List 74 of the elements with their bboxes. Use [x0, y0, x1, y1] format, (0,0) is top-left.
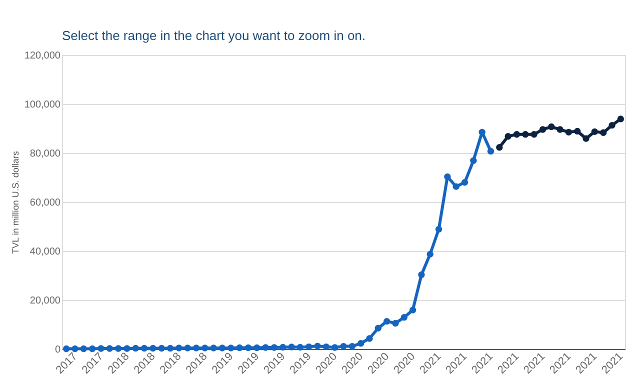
point	[556, 126, 564, 133]
point	[150, 344, 156, 352]
point	[228, 344, 234, 352]
point	[236, 344, 243, 352]
point	[522, 131, 529, 138]
point	[478, 128, 486, 136]
point	[409, 306, 416, 314]
y-tick-label: 60,000	[30, 198, 61, 208]
point	[62, 345, 70, 352]
point	[374, 324, 382, 332]
y-axis-title: TVL in million U.S. dollars	[10, 150, 20, 254]
point	[548, 123, 555, 130]
point	[366, 335, 373, 342]
point	[176, 344, 182, 352]
point	[452, 183, 460, 190]
point	[392, 320, 399, 327]
point	[184, 344, 191, 352]
point	[435, 226, 442, 233]
point	[400, 314, 408, 321]
point	[254, 344, 260, 352]
point	[166, 344, 174, 352]
point	[306, 343, 312, 350]
text: Select the range in the chart you want to zoom in on.	[62, 28, 366, 43]
point	[513, 131, 520, 138]
point	[88, 345, 96, 352]
point	[262, 344, 269, 351]
point	[114, 345, 122, 352]
y-tick-label: 80,000	[30, 148, 61, 160]
point	[617, 116, 624, 122]
point	[98, 345, 104, 352]
point	[487, 148, 494, 155]
point	[244, 344, 252, 352]
point	[348, 342, 356, 350]
y-tick-label: 20,000	[30, 296, 61, 306]
point	[470, 157, 477, 164]
point	[600, 129, 607, 136]
point	[270, 344, 278, 351]
point	[322, 343, 330, 350]
point	[314, 342, 321, 350]
y-tick-label: 40,000	[30, 246, 61, 258]
point	[608, 122, 616, 129]
point	[582, 135, 590, 142]
point	[539, 126, 546, 133]
point	[426, 250, 434, 258]
y-tick-label: 0	[54, 344, 61, 356]
point	[72, 345, 78, 352]
point	[383, 318, 390, 325]
point	[565, 128, 572, 136]
point	[331, 344, 338, 351]
point	[340, 342, 347, 350]
point	[444, 173, 451, 180]
point	[140, 344, 148, 352]
point	[574, 128, 581, 135]
point	[124, 345, 130, 352]
point	[202, 344, 208, 352]
point	[280, 344, 286, 351]
point	[496, 144, 503, 151]
point	[461, 179, 468, 186]
point	[80, 345, 88, 352]
point	[158, 344, 165, 352]
point	[418, 271, 425, 278]
point	[504, 132, 512, 140]
point	[218, 344, 226, 352]
y-tick-label: 120,000	[24, 50, 61, 62]
point	[530, 131, 538, 138]
point	[591, 128, 598, 136]
point	[192, 344, 200, 352]
y-tick-label: 100,000	[24, 100, 61, 110]
point	[288, 344, 295, 350]
point	[296, 344, 304, 351]
point	[106, 345, 113, 352]
point	[132, 344, 139, 352]
point	[210, 344, 217, 352]
point	[357, 340, 364, 347]
